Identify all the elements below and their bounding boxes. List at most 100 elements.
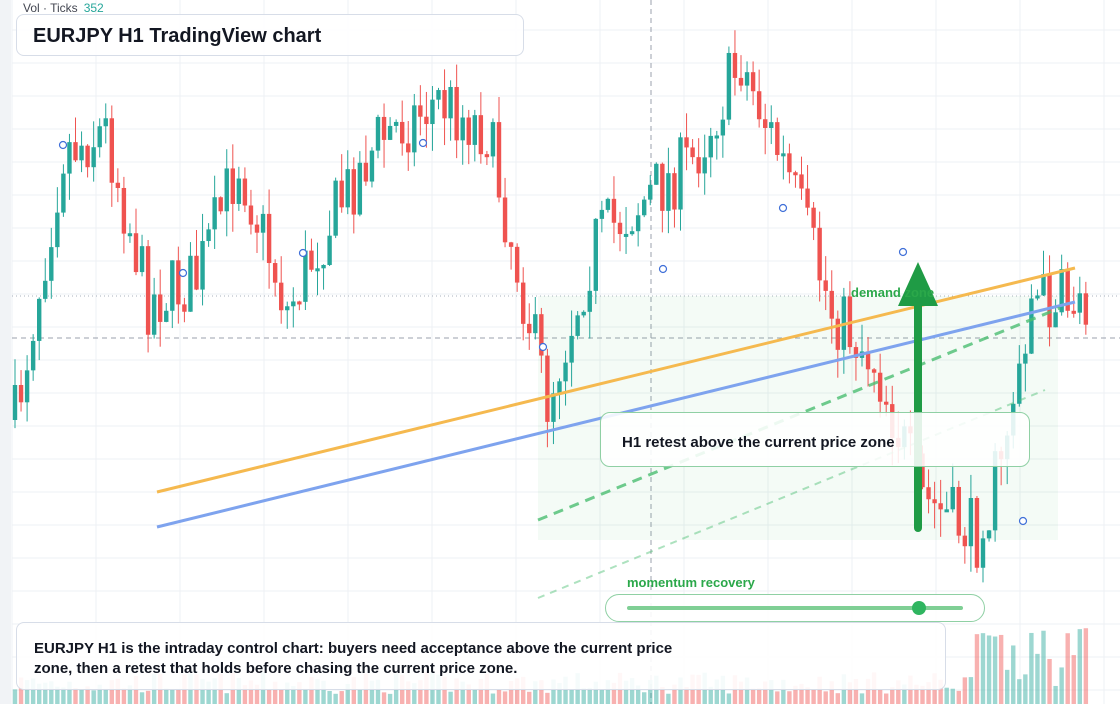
candle-body (454, 86, 459, 141)
volume-bar (593, 681, 598, 704)
candle-body (708, 135, 713, 158)
volume-bar (714, 679, 719, 704)
volume-bar (351, 676, 356, 704)
candle-body (55, 212, 60, 248)
candle-body (158, 294, 163, 322)
volume-bar (236, 677, 242, 704)
candle-body (12, 385, 18, 420)
candle-body (787, 153, 792, 173)
volume-bar (297, 682, 302, 704)
candle-body (67, 142, 72, 174)
candle-body (363, 162, 369, 182)
candle-body (769, 122, 774, 128)
pivot-marker (298, 248, 308, 258)
volume-bar (974, 634, 980, 704)
candle-body (702, 157, 707, 174)
pivot-marker (58, 140, 68, 150)
candle-body (533, 314, 538, 334)
volume-bar (448, 691, 453, 704)
candle-body (85, 145, 90, 168)
volume-bar (684, 687, 689, 704)
candles (12, 30, 1089, 583)
candle-body (587, 290, 592, 312)
candle-body (224, 168, 229, 212)
volume-bar (55, 686, 60, 704)
candle-body (726, 52, 732, 120)
candle-body (629, 231, 635, 235)
volume-bar (896, 680, 901, 704)
pivot-marker (418, 138, 428, 148)
volume-bar (43, 682, 48, 704)
candle-body (442, 90, 447, 119)
candle-body (648, 184, 653, 200)
candle-body (321, 264, 326, 269)
candle-body (599, 209, 605, 219)
candle-body (176, 260, 181, 305)
candle-body (448, 86, 453, 119)
volume-bar (418, 680, 423, 704)
volume-bar (968, 677, 974, 704)
candle-body (170, 260, 175, 311)
candle-body (1041, 274, 1046, 296)
volume-bar (1011, 645, 1016, 704)
candle-body (400, 121, 405, 144)
candle-body (297, 301, 302, 305)
candle-body (1065, 269, 1070, 311)
candle-body (750, 72, 756, 92)
momentum-thumb[interactable] (912, 601, 927, 615)
volume-bar (805, 687, 810, 704)
candle-body (164, 310, 169, 322)
volume-bar (387, 693, 393, 704)
candle-body (303, 250, 308, 302)
candle-body (236, 178, 242, 204)
volume-bar (629, 678, 635, 704)
candle-body (714, 135, 719, 139)
volume-bar (817, 676, 822, 704)
candle-body (393, 121, 399, 126)
candle-body (478, 115, 484, 155)
volume-bar (605, 680, 611, 704)
volume-bar (1041, 630, 1046, 704)
candle-body (672, 173, 677, 210)
candle-body (1035, 295, 1040, 299)
candle-body (696, 157, 701, 174)
volume-bar (1017, 679, 1022, 704)
candle-body (539, 314, 544, 356)
candle-body (230, 168, 235, 204)
candle-body (1071, 310, 1076, 314)
volume-bar (176, 688, 181, 704)
volume-bar (472, 688, 477, 704)
volume-indicator-label[interactable]: Vol · Ticks 352 (23, 1, 104, 15)
candle-body (109, 118, 114, 183)
candle-body (932, 499, 937, 504)
candle-body (763, 119, 768, 128)
pivot-marker (778, 203, 788, 213)
volume-bar (164, 688, 169, 704)
volume-bar (756, 688, 762, 704)
candle-body (309, 250, 314, 270)
volume-bar (206, 681, 211, 704)
candle-body (1077, 293, 1082, 313)
callout-text: H1 retest above the current price zone (622, 434, 895, 451)
volume-bar (30, 678, 36, 704)
volume-bar (865, 678, 871, 704)
momentum-slider[interactable] (605, 594, 985, 622)
volume-bar (466, 684, 471, 704)
candle-body (823, 280, 828, 291)
volume-bar (635, 685, 641, 704)
volume-bar (79, 689, 84, 704)
volume-bar (926, 682, 931, 704)
candle-body (545, 355, 550, 422)
candle-body (738, 77, 744, 86)
candle-body (502, 197, 508, 243)
candle-body (563, 362, 568, 382)
volume-bar (115, 678, 121, 704)
volume-bar (460, 681, 465, 704)
candle-body (333, 180, 338, 236)
candle-body (992, 451, 998, 531)
volume-bar (1035, 653, 1040, 704)
candle-body (569, 335, 574, 363)
momentum-label: momentum recovery (627, 575, 755, 590)
candle-body (472, 115, 477, 145)
volume-bar (823, 691, 828, 704)
